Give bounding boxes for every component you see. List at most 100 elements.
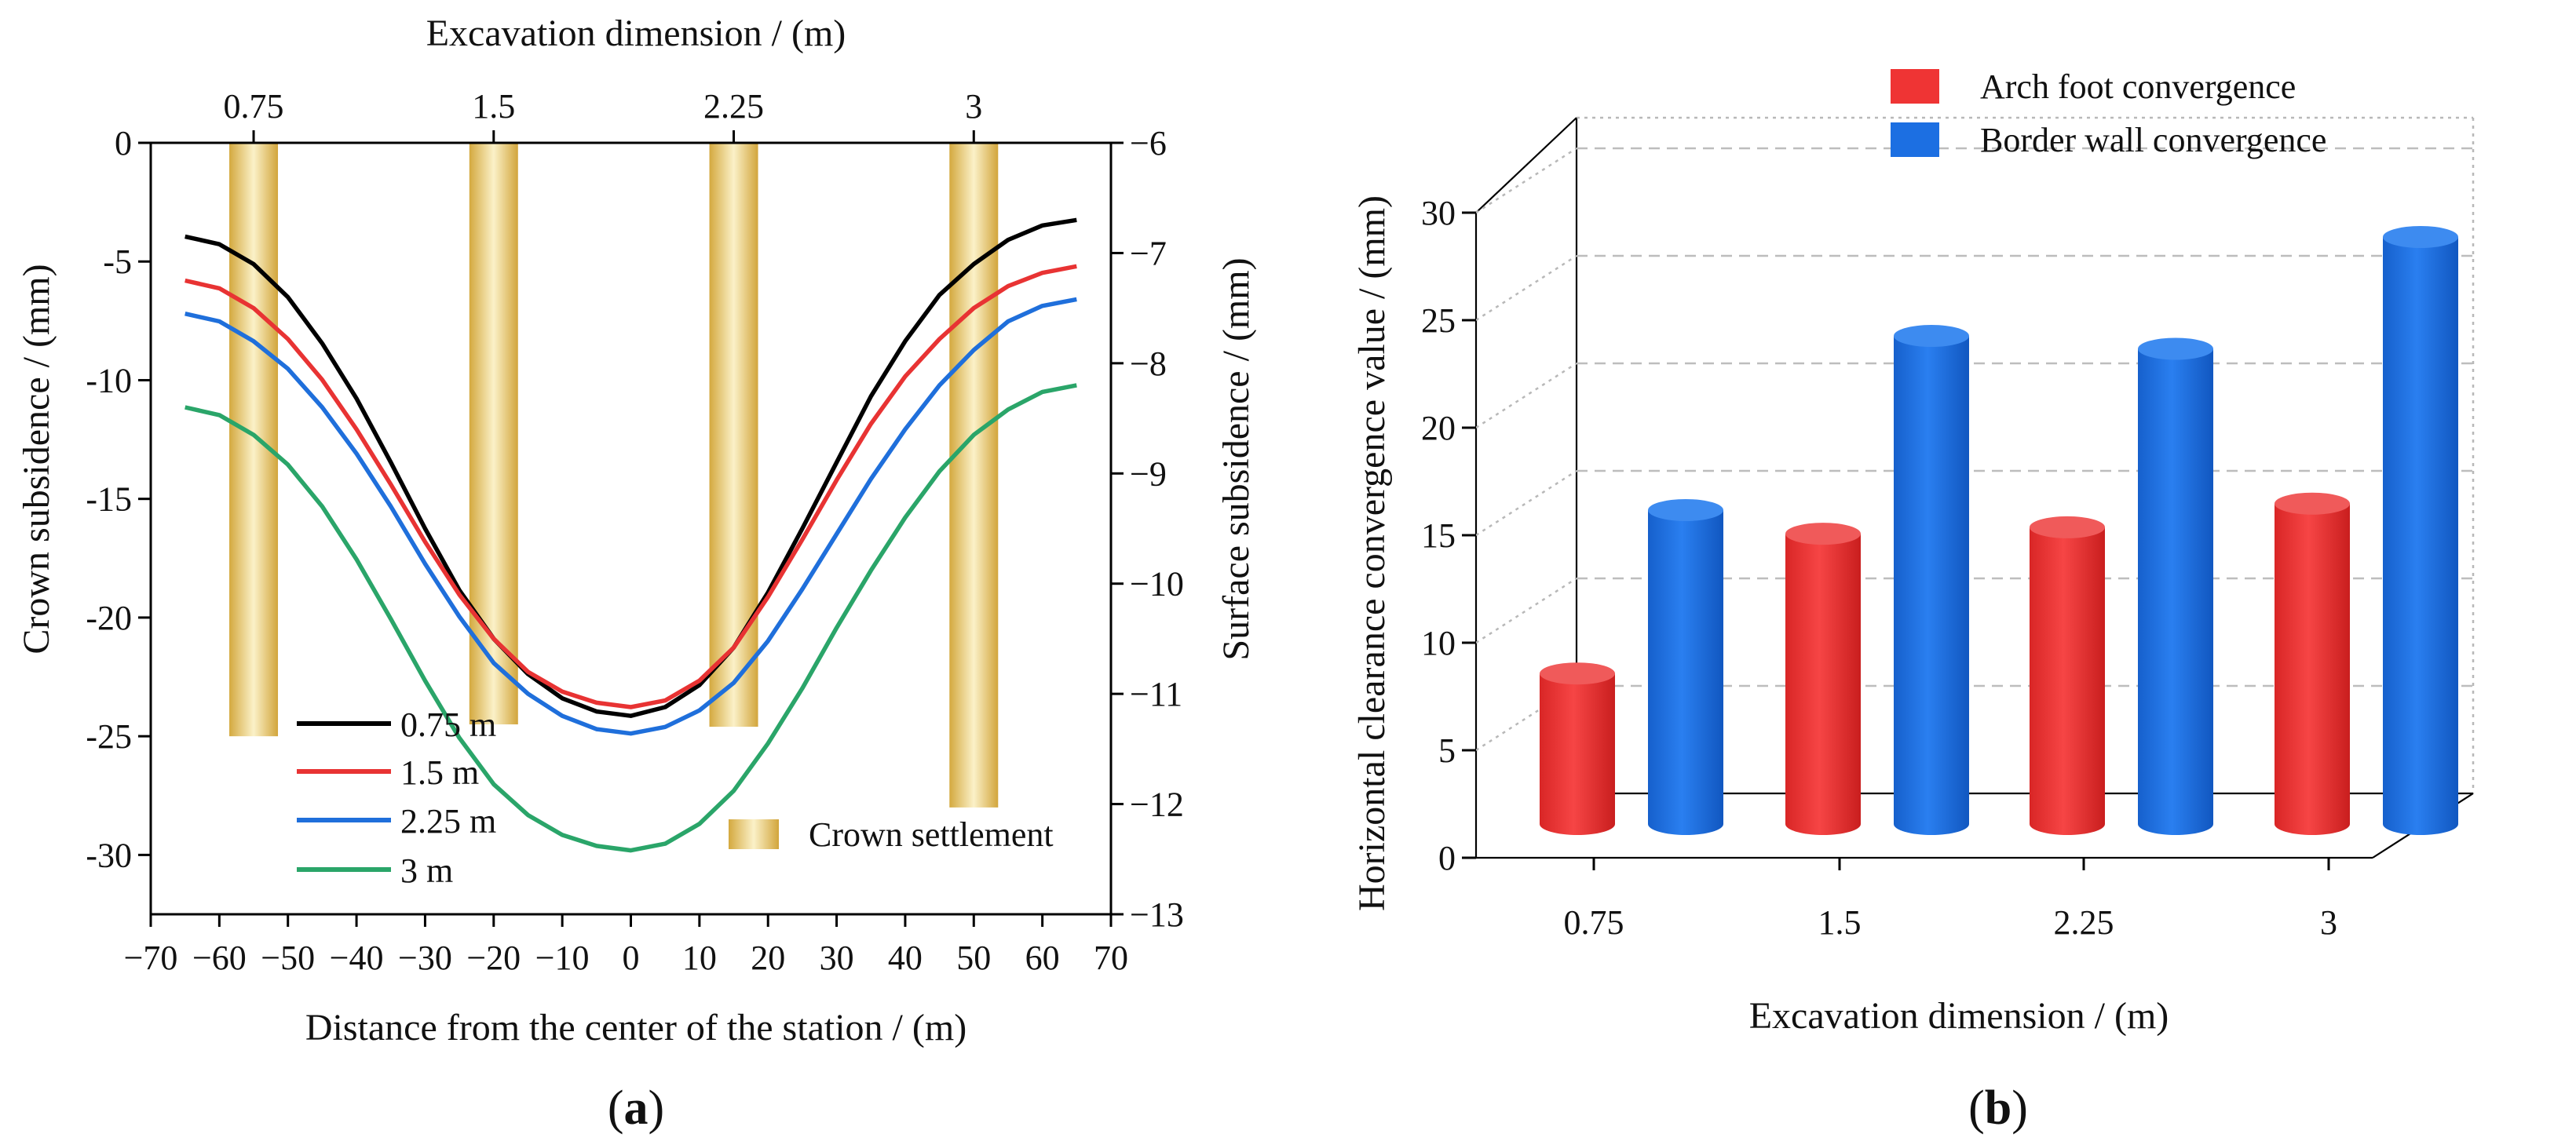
x-tick-label: 0.75 xyxy=(1564,903,1624,942)
legend-label: Crown settlement xyxy=(809,815,1054,854)
border-wall-bar-top xyxy=(2138,337,2213,360)
x-tick-label: −20 xyxy=(466,939,521,977)
border-wall-bar xyxy=(2383,236,2458,836)
x-tick-label: 3 xyxy=(2320,903,2337,942)
panel-a-x-ticks: −70 −60 −50 −40 −30 −20 −10 0 10 20 30 40 50 60 70 xyxy=(124,914,1128,977)
arch-foot-bar-top xyxy=(2030,516,2105,538)
convergence-bars xyxy=(1540,225,2458,836)
legend-label: 3 m xyxy=(400,851,453,890)
x-tick-label: 50 xyxy=(956,939,991,977)
panel-b-legend: Arch foot convergence Border wall converg… xyxy=(1891,67,2326,159)
panel-a-y-axis-title: Crown subsidence / (mm) xyxy=(16,264,57,654)
y2-tick-label: −7 xyxy=(1130,234,1167,272)
crown-settlement-bar xyxy=(949,143,999,808)
arch-foot-bar xyxy=(2275,503,2350,835)
legend-swatch-bar xyxy=(729,819,779,849)
arch-foot-bar-top xyxy=(2275,492,2350,515)
y2-tick-label: −9 xyxy=(1130,454,1167,493)
y2-tick-label: −12 xyxy=(1130,786,1184,824)
panel-a-top-axis-title: Excavation dimension / (m) xyxy=(426,13,846,54)
x-tick-label: 60 xyxy=(1025,939,1060,977)
x-tick-label: 40 xyxy=(888,939,923,977)
crown-settlement-bar xyxy=(709,143,758,727)
x-tick-label: −50 xyxy=(261,939,315,977)
series-line-3-m xyxy=(185,383,1077,853)
arch-foot-bar-top xyxy=(1785,523,1861,545)
panel-b-label: (b) xyxy=(1968,1081,2028,1135)
arch-foot-bar xyxy=(1785,534,1861,835)
y-tick-label: 15 xyxy=(1421,516,1456,555)
legend-label: Arch foot convergence xyxy=(1980,67,2296,106)
series-line-0_75-m xyxy=(185,217,1077,718)
surface-subsidence-lines xyxy=(185,217,1077,853)
top-depth-edge xyxy=(1475,117,1577,213)
panel-b-x-ticks: 0.75 1.5 2.25 3 xyxy=(1564,858,2337,942)
y-tick-label: 5 xyxy=(1438,731,1456,770)
border-wall-bar xyxy=(2138,348,2213,836)
side-wall-gridline xyxy=(1475,254,1577,322)
panel-b-x-axis-title: Excavation dimension / (m) xyxy=(1749,995,2169,1037)
panel-a-chart: −70 −60 −50 −40 −30 −20 −10 0 10 20 30 40 50 60 70 0 -5… xyxy=(16,13,1257,1135)
crown-settlement-bars xyxy=(229,143,999,808)
border-wall-bar xyxy=(1894,336,1969,835)
series-line-2_25-m xyxy=(185,297,1077,736)
y2-tick-label: −10 xyxy=(1130,565,1184,603)
y2-tick-label: −6 xyxy=(1130,124,1167,162)
panel-a-label: (a) xyxy=(608,1081,664,1135)
border-wall-bar-top xyxy=(1648,498,1723,521)
legend-label: Border wall convergence xyxy=(1980,121,2326,159)
x-tick-label: 30 xyxy=(820,939,854,977)
border-wall-bar-top xyxy=(2383,225,2458,248)
x-tick-label: 10 xyxy=(682,939,717,977)
x2-tick-label: 1.5 xyxy=(472,87,515,126)
x-tick-label: 2.25 xyxy=(2054,903,2114,942)
x-tick-label: 20 xyxy=(751,939,785,977)
panel-b-y-axis-title: Horizontal clearance convergence value /… xyxy=(1351,195,1393,911)
series-line-1_5-m xyxy=(185,264,1077,709)
x-tick-label: 0 xyxy=(623,939,640,977)
y-tick-label: -10 xyxy=(86,361,132,399)
panel-b-y-ticks: 0 5 10 15 20 25 30 xyxy=(1421,194,1476,877)
x2-tick-label: 0.75 xyxy=(224,87,284,126)
x-tick-label: −70 xyxy=(124,939,178,977)
crown-settlement-bar xyxy=(229,143,279,737)
x-tick-label: −60 xyxy=(192,939,247,977)
y-tick-label: -20 xyxy=(86,599,132,637)
x-tick-label: 1.5 xyxy=(1818,903,1862,942)
y-tick-label: 25 xyxy=(1421,301,1456,340)
x-tick-label: −30 xyxy=(398,939,452,977)
legend-swatch xyxy=(1891,122,1939,157)
legend-swatch xyxy=(1891,69,1939,104)
border-wall-bar xyxy=(1648,509,1723,835)
y2-tick-label: −13 xyxy=(1130,895,1184,934)
y2-tick-label: −11 xyxy=(1130,675,1182,713)
panel-a-legend: 0.75 m 1.5 m 2.25 m 3 m Crown settlement xyxy=(297,706,1054,890)
x-tick-label: 70 xyxy=(1094,939,1128,977)
y-tick-label: 10 xyxy=(1421,624,1456,662)
y-tick-label: 20 xyxy=(1421,409,1456,447)
y-tick-label: -5 xyxy=(103,242,132,281)
panel-a-y2-ticks: −6 −7 −8 −9 −10 −11 −12 −13 xyxy=(1111,124,1184,934)
side-wall-gridline xyxy=(1475,577,1577,644)
x-tick-label: −40 xyxy=(330,939,384,977)
panel-b-chart: 0 5 10 15 20 25 30 0.75 1.5 2.25 3 Arch foot conv… xyxy=(1351,67,2475,1135)
side-wall-gridline xyxy=(1475,362,1577,429)
y-tick-label: -25 xyxy=(86,717,132,756)
panel-a-y2-axis-title: Surface subsidence / (mm) xyxy=(1215,257,1257,660)
x-tick-label: −10 xyxy=(535,939,590,977)
panel-a-x2-ticks: 0.75 1.5 2.25 3 xyxy=(224,87,982,143)
panel-a-y-ticks: 0 -5 -10 -15 -20 -25 -30 xyxy=(86,124,151,874)
crown-settlement-bar xyxy=(469,143,518,725)
legend-label: 1.5 m xyxy=(400,753,479,792)
panel-a-x-axis-title: Distance from the center of the station … xyxy=(305,1007,966,1048)
y-tick-label: -30 xyxy=(86,836,132,874)
y2-tick-label: −8 xyxy=(1130,345,1167,383)
y-tick-label: 0 xyxy=(115,124,132,162)
border-wall-bar-top xyxy=(1894,325,1969,348)
side-wall-gridline xyxy=(1475,469,1577,537)
y-tick-label: 30 xyxy=(1421,194,1456,232)
legend-label: 2.25 m xyxy=(400,802,496,841)
legend-label: 0.75 m xyxy=(400,706,496,744)
x2-tick-label: 3 xyxy=(965,87,982,126)
